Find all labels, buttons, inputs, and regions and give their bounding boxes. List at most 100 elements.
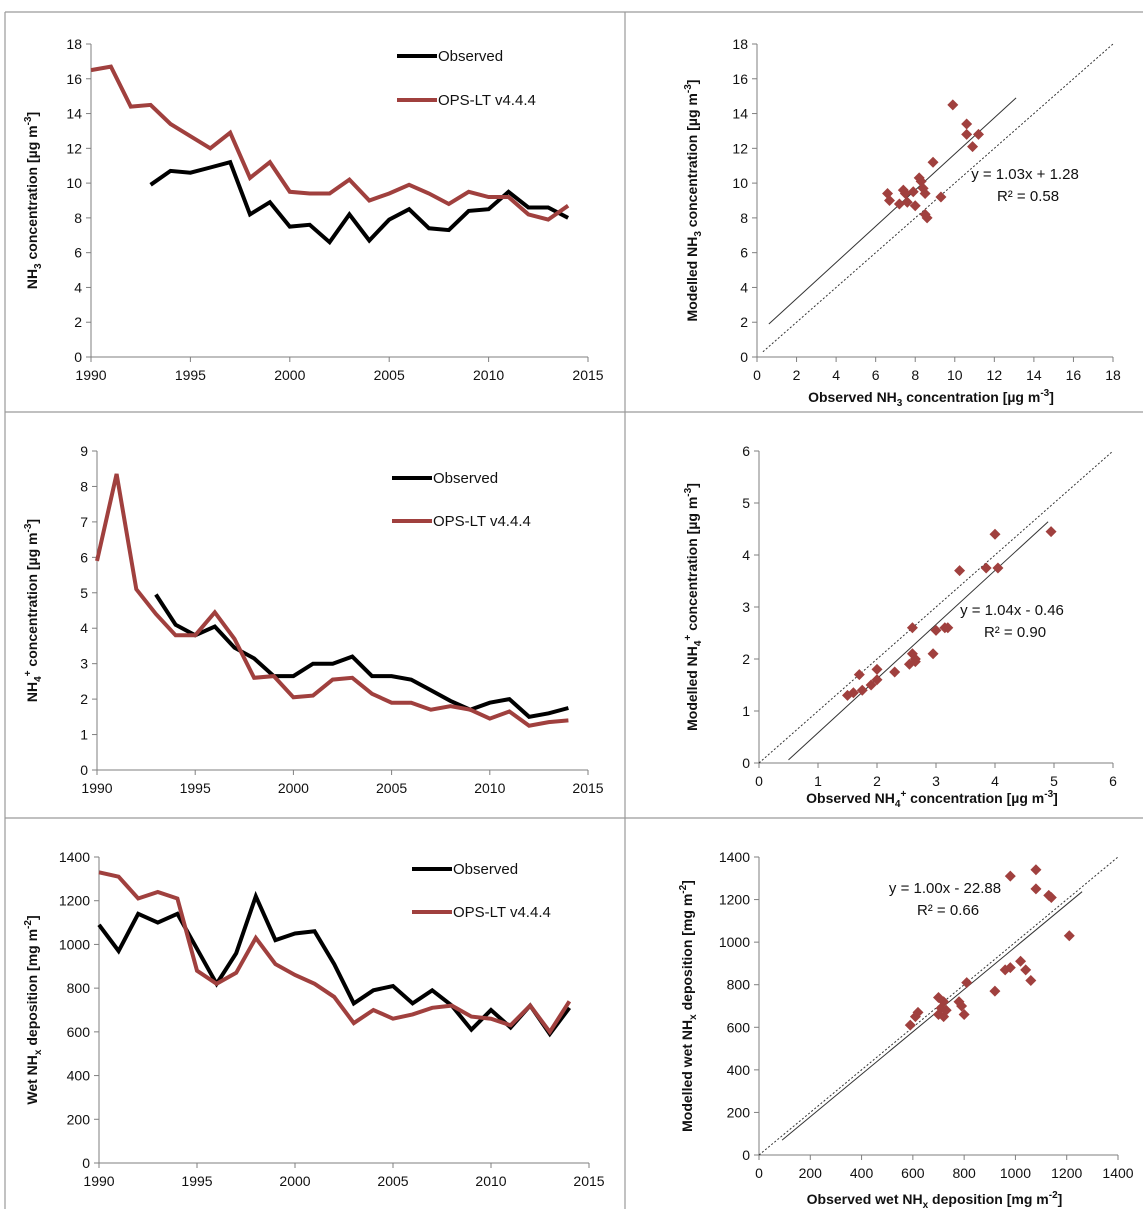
data-point <box>901 196 913 208</box>
series-line-ops-lt <box>90 64 570 222</box>
x-tick-label: 1990 <box>75 367 106 383</box>
y-tick-label: 6 <box>80 549 88 565</box>
x-tick-label: 400 <box>850 1165 874 1181</box>
y-tick-label: 2 <box>742 651 750 667</box>
legend-label: Observed <box>453 861 518 878</box>
y-axis-label: NH4+ concentration [µg m-3] <box>23 519 44 702</box>
y-tick-label: 200 <box>727 1104 751 1120</box>
x-tick-label: 6 <box>1109 773 1117 789</box>
series-line-observed <box>97 890 572 1038</box>
y-tick-label: 1000 <box>59 936 90 952</box>
y-tick-label: 400 <box>67 1068 91 1084</box>
legend-label: OPS-LT v4.4.4 <box>438 92 536 109</box>
x-tick-label: 1995 <box>181 1173 212 1189</box>
data-point <box>956 1000 968 1012</box>
data-point <box>1004 962 1016 974</box>
y-tick-label: 1400 <box>719 849 750 865</box>
data-point <box>961 977 973 989</box>
x-tick-label: 4 <box>991 773 999 789</box>
data-point <box>958 1009 970 1021</box>
y-tick-label: 800 <box>727 977 751 993</box>
data-point <box>940 1004 952 1016</box>
x-tick-label: 2010 <box>475 1173 506 1189</box>
series-line-observed <box>154 593 569 719</box>
data-point <box>899 188 911 200</box>
y-tick-label: 0 <box>742 755 750 771</box>
y-tick-label: 2 <box>80 691 88 707</box>
x-tick-label: 2 <box>793 367 801 383</box>
x-tick-label: 5 <box>1050 773 1058 789</box>
data-point <box>853 669 865 681</box>
x-tick-label: 1200 <box>1051 1165 1082 1181</box>
data-point <box>1063 930 1075 942</box>
y-tick-label: 6 <box>742 443 750 459</box>
data-point <box>938 996 950 1008</box>
x-tick-label: 2000 <box>278 780 309 796</box>
y-tick-label: 7 <box>80 514 88 530</box>
x-tick-label: 1995 <box>180 780 211 796</box>
data-point <box>973 128 985 140</box>
regression-line <box>781 891 1083 1141</box>
x-tick-label: 0 <box>755 773 763 789</box>
data-point <box>871 674 883 686</box>
data-point <box>906 622 918 634</box>
y-tick-label: 1000 <box>719 934 750 950</box>
y-tick-label: 5 <box>80 585 88 601</box>
x-axis-label: Observed NH4+ concentration [µg m-3] <box>806 789 1058 810</box>
data-point <box>947 99 959 111</box>
data-point <box>1015 955 1027 967</box>
data-point <box>1045 891 1057 903</box>
legend-label: Observed <box>433 470 498 487</box>
y-tick-label: 400 <box>727 1062 751 1078</box>
y-axis-label: Modelled wet NHx deposition [mg m-2] <box>678 880 699 1132</box>
data-point <box>907 186 919 198</box>
data-point <box>856 684 868 696</box>
y-tick-label: 600 <box>727 1019 751 1035</box>
data-point <box>909 200 921 212</box>
data-point <box>1020 964 1032 976</box>
legend-label: OPS-LT v4.4.4 <box>453 904 551 921</box>
y-tick-label: 1 <box>80 727 88 743</box>
r-squared: R² = 0.66 <box>917 902 979 919</box>
y-tick-label: 800 <box>67 980 91 996</box>
data-point <box>930 624 942 636</box>
chart-sc-nh3: 0 2 4 6 8 10 12 14 16 18 0 2 4 6 8 10 12 14 16 18 Modelled N… <box>683 36 1121 409</box>
y-tick-label: 3 <box>742 599 750 615</box>
y-tick-label: 0 <box>740 349 748 365</box>
x-axis-label: Observed wet NHx deposition [mg m-2] <box>807 1190 1063 1209</box>
y-tick-label: 10 <box>66 175 82 191</box>
y-tick-label: 5 <box>742 495 750 511</box>
data-point <box>967 141 979 153</box>
x-tick-label: 12 <box>987 367 1003 383</box>
x-tick-label: 2010 <box>473 367 504 383</box>
data-point <box>884 195 896 206</box>
data-point <box>1030 864 1042 876</box>
x-tick-label: 6 <box>872 367 880 383</box>
y-tick-label: 12 <box>732 140 748 156</box>
data-point <box>865 679 877 691</box>
x-tick-label: 2015 <box>572 367 603 383</box>
x-tick-label: 2005 <box>374 367 405 383</box>
r-squared: R² = 0.90 <box>984 624 1046 641</box>
y-tick-label: 14 <box>732 106 748 122</box>
y-tick-label: 18 <box>732 36 748 52</box>
y-tick-label: 600 <box>67 1024 91 1040</box>
x-tick-label: 1990 <box>83 1173 114 1189</box>
data-point <box>927 648 939 660</box>
x-axis-label: Observed NH3 concentration [µg m-3] <box>808 388 1054 409</box>
x-tick-label: 4 <box>832 367 840 383</box>
y-tick-label: 9 <box>80 443 88 459</box>
y-tick-label: 1 <box>742 703 750 719</box>
r-squared: R² = 0.58 <box>997 188 1059 205</box>
data-point <box>919 188 931 200</box>
x-tick-label: 1990 <box>81 780 112 796</box>
x-tick-label: 10 <box>947 367 963 383</box>
chart-ts-nh3: 0 2 4 6 8 10 12 14 16 18 1990 1995 2000 2005 2010 2015 N… <box>23 36 604 383</box>
x-tick-label: 2000 <box>274 367 305 383</box>
y-tick-label: 6 <box>740 245 748 261</box>
y-tick-label: 8 <box>80 478 88 494</box>
series-line-observed <box>149 159 570 246</box>
series-line-ops-lt <box>95 473 569 728</box>
data-point <box>1030 883 1042 895</box>
y-tick-label: 0 <box>82 1155 90 1171</box>
